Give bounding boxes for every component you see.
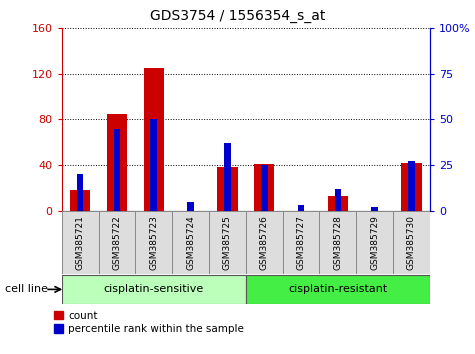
- Text: GSM385730: GSM385730: [407, 215, 416, 270]
- Bar: [408, 161, 415, 211]
- Bar: [99, 211, 135, 274]
- Bar: [246, 211, 283, 274]
- Bar: [187, 201, 194, 211]
- Text: cisplatin-resistant: cisplatin-resistant: [288, 284, 388, 295]
- Bar: [298, 205, 304, 211]
- Text: GSM385729: GSM385729: [370, 215, 379, 270]
- Text: GSM385727: GSM385727: [296, 215, 305, 270]
- Bar: [246, 275, 430, 304]
- Bar: [151, 120, 157, 211]
- Bar: [401, 163, 422, 211]
- Bar: [135, 211, 172, 274]
- Text: cisplatin-sensitive: cisplatin-sensitive: [104, 284, 204, 295]
- Bar: [114, 129, 120, 211]
- Text: GSM385725: GSM385725: [223, 215, 232, 270]
- Bar: [70, 190, 90, 211]
- Text: GSM385724: GSM385724: [186, 215, 195, 270]
- Bar: [107, 114, 127, 211]
- Bar: [319, 211, 356, 274]
- Bar: [217, 167, 238, 211]
- Bar: [209, 211, 246, 274]
- Bar: [62, 211, 99, 274]
- Bar: [143, 68, 164, 211]
- Bar: [283, 211, 319, 274]
- Legend: count, percentile rank within the sample: count, percentile rank within the sample: [53, 310, 245, 335]
- Bar: [334, 189, 341, 211]
- Text: GSM385721: GSM385721: [76, 215, 85, 270]
- Bar: [261, 165, 267, 211]
- Bar: [172, 211, 209, 274]
- Text: GSM385723: GSM385723: [149, 215, 158, 270]
- Text: GDS3754 / 1556354_s_at: GDS3754 / 1556354_s_at: [150, 9, 325, 23]
- Bar: [356, 211, 393, 274]
- Text: GSM385728: GSM385728: [333, 215, 342, 270]
- Bar: [62, 275, 246, 304]
- Text: GSM385722: GSM385722: [113, 215, 122, 270]
- Bar: [328, 196, 348, 211]
- Bar: [371, 207, 378, 211]
- Bar: [77, 174, 84, 211]
- Text: GSM385726: GSM385726: [260, 215, 269, 270]
- Text: cell line: cell line: [5, 284, 48, 295]
- Bar: [254, 164, 275, 211]
- Bar: [393, 211, 430, 274]
- Bar: [224, 143, 231, 211]
